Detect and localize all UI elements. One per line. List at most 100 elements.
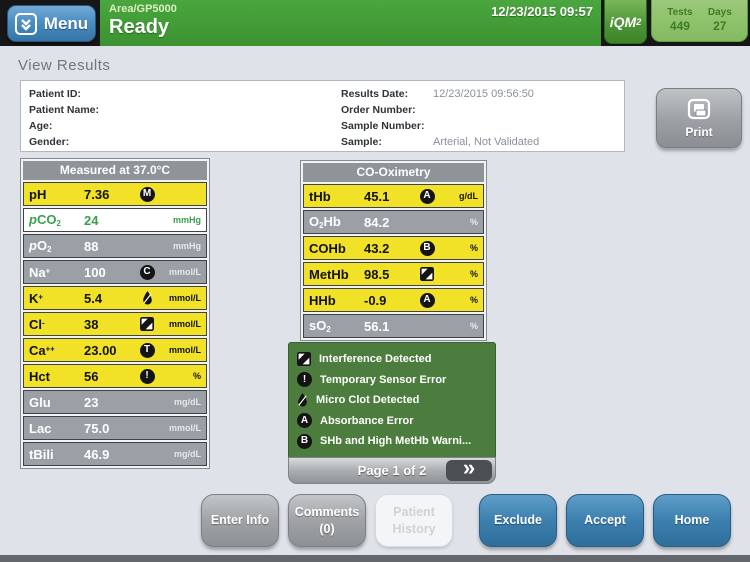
- button-label: Comments: [294, 505, 360, 520]
- analyte-value: 38: [84, 316, 99, 332]
- cartridge-stat: Days 27: [708, 7, 732, 35]
- info-field: Patient Name:: [29, 102, 125, 118]
- analyte-label: pO2: [29, 238, 52, 254]
- flag-legend-panel: Interference Detected ! Temporary Sensor E…: [288, 342, 496, 484]
- analyte-unit: mmHg: [172, 241, 201, 251]
- instrument-status: Ready: [109, 16, 170, 38]
- analyte-value: 24: [84, 212, 99, 228]
- status-banner: Area/GP5000 Ready 12/23/2015 09:57: [100, 0, 601, 46]
- analyte-value: 56: [84, 368, 99, 384]
- analyte-label: COHb: [309, 240, 346, 256]
- action-button-row: Enter Info Comments (0) Patient History Exclu…: [201, 494, 731, 547]
- flag-icon-t: T: [139, 342, 155, 358]
- button-label: History: [392, 521, 436, 536]
- info-field: Age:: [29, 118, 125, 134]
- legend-text: Micro Clot Detected: [316, 394, 420, 407]
- field-label: Sample Number:: [341, 120, 425, 132]
- home-button[interactable]: Home: [653, 494, 731, 547]
- page-title: View Results: [18, 57, 111, 74]
- menu-button[interactable]: Menu: [7, 5, 96, 42]
- accept-button[interactable]: Accept: [566, 494, 644, 547]
- field-label: Patient Name:: [29, 104, 100, 116]
- analyte-value: 84.2: [364, 214, 390, 230]
- field-value: Arterial, Not Validated: [433, 136, 540, 148]
- analyte-label: sO2: [309, 318, 331, 334]
- button-label: Home: [674, 513, 710, 528]
- cooximetry-table-header: CO-Oximetry: [303, 163, 484, 182]
- cartridge-status-panel[interactable]: Tests 449 Days 27: [651, 0, 748, 42]
- page-indicator: Page 1 of 2: [357, 462, 427, 478]
- legend-item: Micro Clot Detected: [297, 390, 487, 411]
- analyte-label: Lac: [29, 420, 52, 436]
- iqm-sub: 2: [636, 16, 642, 27]
- result-row: HHb -0.9 A%: [303, 288, 484, 312]
- iqm-button[interactable]: iQM 2: [604, 0, 647, 44]
- analyte-unit: mmol/L: [168, 267, 201, 277]
- exclude-button[interactable]: Exclude: [479, 494, 557, 547]
- comments-button[interactable]: Comments (0): [288, 494, 366, 547]
- menu-label: Menu: [43, 13, 89, 33]
- measured-table-header: Measured at 37.0°C: [23, 161, 207, 180]
- result-row: pH 7.36 M: [23, 182, 207, 206]
- flag-icon-a: A: [419, 188, 435, 204]
- next-page-button[interactable]: »: [446, 457, 492, 481]
- flag-cell: [414, 267, 440, 281]
- analyte-label: K+: [29, 290, 43, 306]
- button-label: (0): [319, 521, 335, 536]
- analyte-value: -0.9: [364, 292, 387, 308]
- print-button[interactable]: Print: [656, 88, 742, 148]
- analyte-value: 23: [84, 394, 99, 410]
- flag-cell: A: [414, 188, 440, 204]
- analyte-label: Cl-: [29, 316, 45, 332]
- temporary-sensor-error-icon: !: [139, 368, 155, 384]
- analyte-unit: mmHg: [172, 215, 201, 225]
- flag-icon-a: A: [419, 292, 435, 308]
- menu-chevrons-icon: [14, 12, 37, 35]
- pagination-bar: Page 1 of 2 »: [288, 456, 496, 484]
- flag-legend-list: Interference Detected ! Temporary Sensor E…: [288, 342, 496, 457]
- legend-text: Interference Detected: [319, 353, 432, 366]
- button-label: Enter Info: [210, 513, 270, 528]
- flag-icon-b: B: [419, 240, 435, 256]
- microclot-icon: [297, 393, 308, 407]
- analyte-value: 88: [84, 238, 99, 254]
- temporary-sensor-error-icon: !: [297, 372, 312, 388]
- info-field: Sample: Arterial, Not Validated: [341, 134, 539, 150]
- interference-icon: [297, 352, 311, 367]
- result-row: pO2 88 mmHg: [23, 234, 207, 258]
- info-field: Results Date: 12/23/2015 09:56:50: [341, 86, 539, 102]
- analyte-value: 45.1: [364, 188, 390, 204]
- flag-cell: [134, 317, 160, 331]
- iqm-label: iQM: [609, 13, 637, 30]
- flag-icon-m: M: [139, 186, 155, 202]
- analyte-unit: %: [469, 217, 478, 227]
- analyte-value: 98.5: [364, 266, 390, 282]
- analyte-unit: g/dL: [459, 191, 478, 201]
- flag-cell: B: [414, 240, 440, 256]
- analyte-label: Glu: [29, 394, 51, 410]
- analyte-label: tHb: [309, 188, 331, 204]
- enter-info-button[interactable]: Enter Info: [201, 494, 279, 547]
- field-label: Patient ID:: [29, 88, 81, 100]
- analyte-label: Ca++: [29, 342, 55, 358]
- bottom-strip: [0, 555, 750, 562]
- result-row: MetHb 98.5%: [303, 262, 484, 286]
- field-label: Order Number:: [341, 104, 416, 116]
- area-label: Area/GP5000: [109, 3, 177, 15]
- result-row: tBili 46.9 mg/dL: [23, 442, 207, 466]
- legend-item: B SHb and High MetHb Warni...: [297, 431, 487, 452]
- analyte-value: 46.9: [84, 446, 110, 462]
- analyte-unit: %: [469, 269, 478, 279]
- result-row: Cl- 38 mmol/L: [23, 312, 207, 336]
- interference-icon: [140, 317, 154, 331]
- button-label: Patient: [393, 505, 435, 520]
- result-row: pCO2 24 mmHg: [23, 208, 207, 232]
- patient-history-button: Patient History: [375, 494, 453, 547]
- flag-icon-a: A: [297, 413, 312, 429]
- analyte-unit: %: [469, 243, 478, 253]
- legend-item: ! Temporary Sensor Error: [297, 370, 487, 391]
- analyte-label: MetHb: [309, 266, 349, 282]
